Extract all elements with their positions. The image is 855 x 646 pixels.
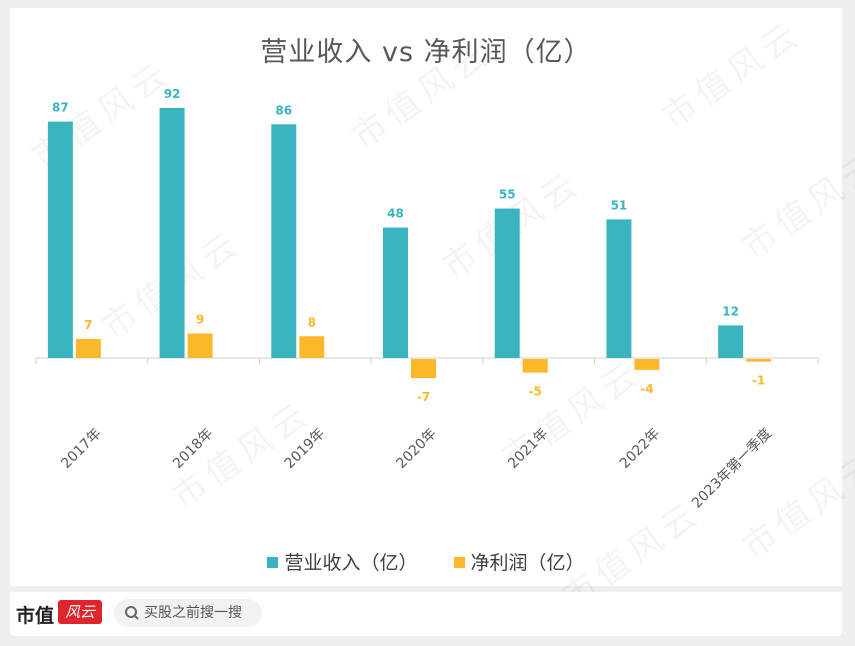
search-icon bbox=[125, 606, 139, 620]
chart-card: 市值风云市值风云市值风云市值风云市值风云市值风云市值风云市值风云市值风云市值风云… bbox=[10, 8, 855, 618]
legend-label: 营业收入（亿） bbox=[284, 552, 418, 574]
search-placeholder: 买股之前搜一搜 bbox=[144, 605, 242, 621]
revenue-data-label: 87 bbox=[52, 101, 69, 115]
revenue-bar bbox=[383, 227, 408, 358]
revenue-bar bbox=[47, 121, 73, 358]
legend-item-revenue: 营业收入（亿） bbox=[267, 548, 418, 575]
x-tick-label: 2019年 bbox=[282, 426, 328, 472]
search-box[interactable]: 买股之前搜一搜 bbox=[114, 599, 262, 627]
net-profit-data-label: -4 bbox=[640, 382, 653, 396]
revenue-data-label: 48 bbox=[387, 207, 404, 221]
legend-swatch bbox=[453, 557, 465, 568]
net-profit-data-label: -7 bbox=[417, 390, 430, 404]
revenue-bar bbox=[159, 108, 185, 358]
revenue-bar bbox=[271, 124, 297, 358]
x-tick-label: 2020年 bbox=[393, 426, 439, 472]
revenue-data-label: 12 bbox=[722, 304, 739, 318]
net-profit-data-label: 7 bbox=[84, 318, 92, 332]
legend-item-net-profit: 净利润（亿） bbox=[453, 548, 585, 575]
revenue-data-label: 55 bbox=[499, 188, 516, 202]
revenue-bar bbox=[494, 208, 520, 358]
legend-swatch bbox=[267, 557, 279, 568]
revenue-data-label: 92 bbox=[164, 87, 181, 101]
net-profit-bar bbox=[411, 359, 436, 379]
net-profit-bar bbox=[746, 359, 772, 362]
net-profit-bar bbox=[522, 359, 548, 373]
x-tick-label: 2023年第一季度 bbox=[688, 425, 775, 512]
net-profit-data-label: -5 bbox=[529, 385, 542, 399]
brand-logo-badge: 风云 bbox=[58, 600, 102, 624]
net-profit-bar bbox=[75, 338, 101, 358]
net-profit-data-label: 8 bbox=[308, 315, 316, 329]
revenue-bar bbox=[718, 325, 744, 358]
x-tick-label: 2018年 bbox=[170, 426, 216, 472]
chart-plot: 87 7 2017年 92 9 2018年 86 8 2019年 48 -7 2020年 55 -5 202… bbox=[35, 87, 819, 512]
x-tick-label: 2021年 bbox=[505, 426, 551, 472]
net-profit-data-label: -1 bbox=[752, 374, 765, 388]
net-profit-data-label: 9 bbox=[196, 313, 204, 327]
chart-title: 营业收入 vs 净利润（亿） bbox=[260, 37, 592, 68]
net-profit-bar bbox=[187, 333, 213, 358]
revenue-data-label: 51 bbox=[611, 198, 628, 212]
net-profit-bar bbox=[634, 359, 660, 370]
revenue-data-label: 86 bbox=[275, 103, 292, 117]
footer-bar: 市值 风云 买股之前搜一搜 bbox=[10, 592, 842, 636]
x-tick-label: 2017年 bbox=[58, 426, 104, 472]
revenue-bar bbox=[606, 219, 632, 358]
chart-legend: 营业收入（亿） 净利润（亿） bbox=[10, 548, 842, 575]
brand-logo-text: 市值 bbox=[16, 605, 55, 627]
legend-label: 净利润（亿） bbox=[470, 552, 585, 574]
net-profit-bar bbox=[299, 336, 325, 358]
x-tick-label: 2022年 bbox=[617, 426, 663, 472]
